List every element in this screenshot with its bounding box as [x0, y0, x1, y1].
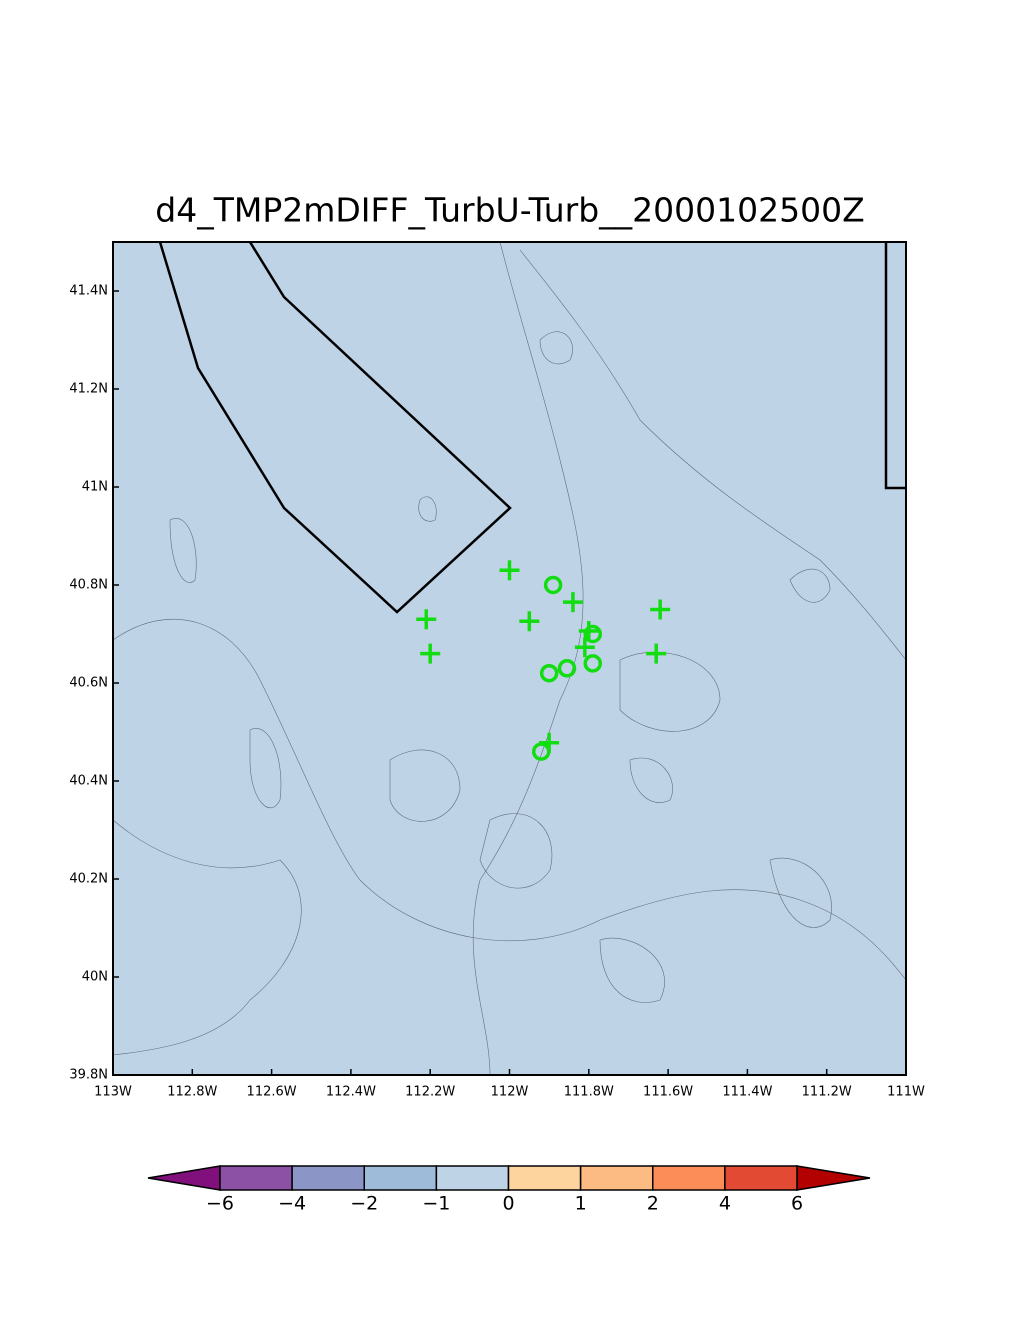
- map-background: [113, 242, 906, 1075]
- x-tick-label: 111.2W: [802, 1085, 852, 1100]
- x-tick-label: 112.8W: [167, 1085, 217, 1100]
- colorbar-box: [652, 1165, 726, 1191]
- chart-title: d4_TMP2mDIFF_TurbU-Turb__2000102500Z: [155, 191, 864, 230]
- y-tick-label: 41.2N: [69, 382, 108, 397]
- x-tick-label: 112.4W: [326, 1085, 376, 1100]
- colorbar-box: [291, 1165, 365, 1191]
- contour: [629, 757, 673, 803]
- contour: [418, 496, 437, 522]
- colorbar-low-triangle: [147, 1165, 221, 1191]
- colorbar-label: 6: [791, 1193, 803, 1215]
- y-tick-label: 40.4N: [69, 774, 108, 789]
- y-tick-label: 40N: [82, 970, 108, 985]
- colorbar-label: 0: [502, 1193, 514, 1215]
- colorbar-box: [579, 1165, 654, 1191]
- contour: [479, 813, 553, 889]
- x-tick-label: 112.6W: [247, 1085, 297, 1100]
- x-tick-label: 111.4W: [722, 1085, 772, 1100]
- plus-marker: [574, 637, 595, 658]
- lake-boundary: [158, 241, 512, 614]
- colorbar-box: [363, 1165, 438, 1191]
- x-tick-label: 111W: [887, 1085, 925, 1100]
- contour: [389, 749, 461, 822]
- contour: [169, 518, 197, 583]
- plus-marker: [650, 599, 671, 620]
- contour: [249, 728, 282, 809]
- boundaries: [158, 241, 906, 614]
- circle-marker: [531, 742, 551, 761]
- circle-marker: [583, 654, 603, 673]
- colorbar-label: −6: [206, 1193, 234, 1215]
- colorbar-box: [507, 1165, 582, 1191]
- colorbar-label: 1: [575, 1193, 587, 1215]
- y-tick-label: 40.2N: [69, 872, 108, 887]
- y-tick-label: 40.6N: [69, 676, 108, 691]
- colorbar-label: −4: [278, 1193, 306, 1215]
- colorbar-high-triangle: [796, 1165, 871, 1191]
- plus-marker: [562, 592, 583, 613]
- x-tick-label: 112.2W: [405, 1085, 455, 1100]
- y-tick-label: 41.4N: [69, 284, 108, 299]
- plus-marker: [499, 560, 520, 581]
- colorbar-label: 4: [719, 1193, 731, 1215]
- plus-marker: [519, 611, 540, 632]
- colorbar-label: 2: [647, 1193, 659, 1215]
- y-tick-label: 39.8N: [69, 1068, 108, 1083]
- contour: [112, 618, 907, 981]
- plus-marker: [578, 621, 599, 642]
- contour: [519, 249, 907, 661]
- colorbar-label: −2: [350, 1193, 378, 1215]
- colorbar-label: −1: [422, 1193, 450, 1215]
- x-tick-label: 112W: [491, 1085, 529, 1100]
- colorbar-box: [219, 1165, 293, 1191]
- contour: [472, 241, 584, 1076]
- plus-marker: [420, 643, 441, 664]
- circle-marker: [583, 624, 603, 644]
- circle-marker: [539, 663, 559, 683]
- contour: [112, 819, 302, 1056]
- state-boundary: [884, 242, 906, 490]
- y-tick-label: 41N: [82, 480, 108, 495]
- x-tick-label: 113W: [94, 1085, 132, 1100]
- plus-marker: [646, 643, 667, 664]
- circle-marker: [557, 659, 577, 678]
- colorbar-box: [724, 1165, 798, 1191]
- circle-marker: [543, 575, 563, 595]
- y-tick-label: 40.8N: [69, 578, 108, 593]
- x-tick-label: 111.8W: [564, 1085, 614, 1100]
- x-tick-label: 111.6W: [643, 1085, 693, 1100]
- colorbar-box: [435, 1165, 510, 1191]
- plus-marker: [416, 609, 437, 630]
